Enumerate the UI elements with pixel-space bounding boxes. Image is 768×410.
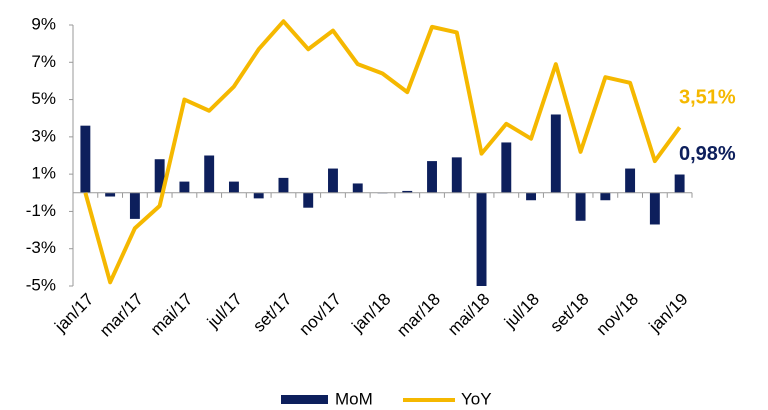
x-tick-label: jul/18 (500, 290, 543, 333)
bar (352, 183, 363, 193)
bar (526, 192, 537, 201)
x-tick-label: set/18 (546, 290, 592, 336)
bar (105, 192, 116, 197)
x-tick-label: mai/18 (444, 290, 494, 340)
x-tick-label: mar/17 (96, 290, 147, 341)
bar (129, 192, 140, 219)
x-tick-label: jan/19 (645, 290, 692, 337)
y-tick-label: 3% (31, 126, 56, 145)
value-label: 0,98% (679, 143, 736, 165)
bar (575, 192, 586, 221)
bar (649, 192, 660, 225)
bar (476, 192, 487, 286)
bar (228, 181, 239, 193)
bar (204, 155, 215, 193)
bar (427, 161, 437, 193)
bar (80, 125, 91, 193)
y-tick-label: -5% (26, 275, 56, 294)
bar (501, 142, 512, 193)
legend-swatch (281, 395, 328, 404)
bar (550, 114, 561, 193)
x-tick-label: jan/18 (348, 290, 395, 337)
y-tick-label: 5% (31, 89, 56, 108)
y-tick-label: -1% (26, 201, 56, 220)
x-tick-label: set/17 (249, 290, 295, 336)
x-tick-label: nov/17 (295, 290, 345, 340)
bar (402, 190, 413, 193)
value-label: 3,51% (679, 87, 736, 109)
bar (625, 168, 636, 193)
bar (303, 192, 314, 208)
bar (328, 168, 338, 193)
y-tick-label: 9% (31, 14, 56, 33)
x-tick-label: jan/17 (50, 290, 97, 337)
x-tick-label: nov/18 (593, 290, 643, 340)
line (83, 19, 682, 285)
x-tick-label: mar/18 (393, 290, 444, 341)
legend-label: YoY (461, 389, 492, 408)
bar (278, 177, 289, 193)
x-tick-label: jul/17 (203, 290, 246, 333)
bar (154, 159, 165, 193)
bar (451, 157, 462, 193)
bar (179, 181, 190, 193)
x-tick-label: mai/17 (147, 290, 197, 340)
y-tick-label: -3% (26, 238, 56, 257)
bar (674, 174, 685, 193)
bar (600, 192, 611, 201)
y-tick-label: 1% (31, 164, 56, 183)
legend-label: MoM (335, 389, 373, 408)
bar (253, 192, 264, 199)
y-tick-label: 7% (31, 52, 56, 71)
